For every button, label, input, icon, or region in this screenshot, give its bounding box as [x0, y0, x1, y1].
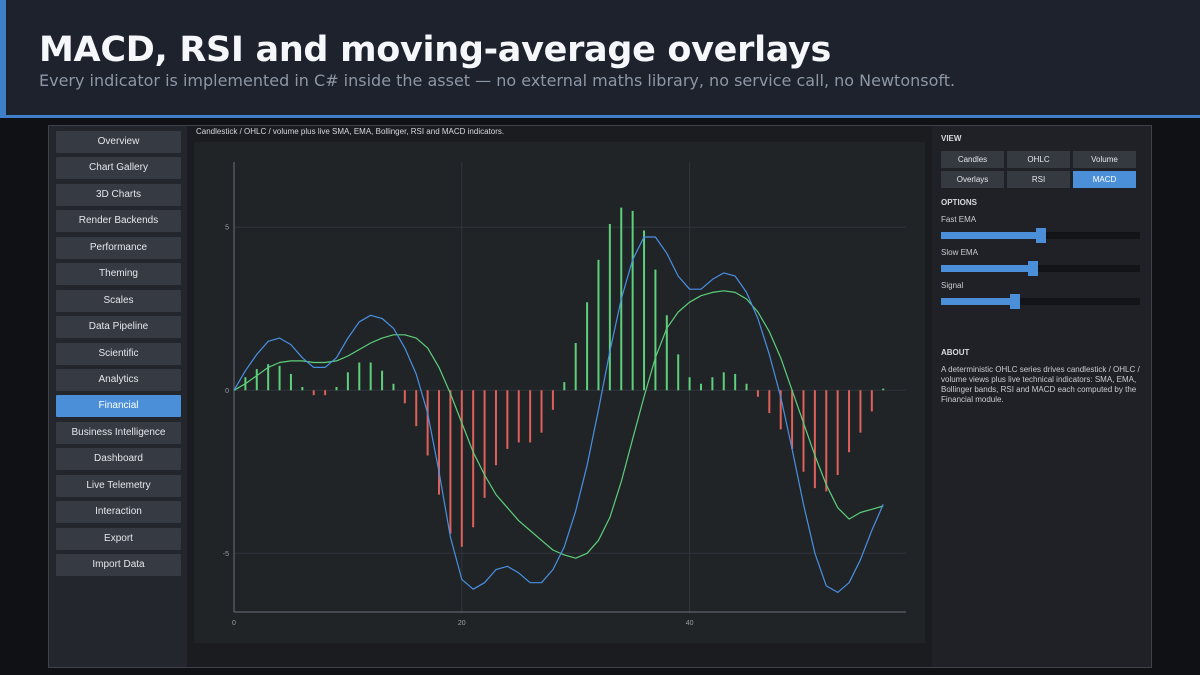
- view-candles-button[interactable]: Candles: [941, 151, 1004, 168]
- slide-subtitle: Every indicator is implemented in C# ins…: [39, 71, 956, 90]
- chart-area: Candlestick / OHLC / volume plus live SM…: [187, 126, 932, 667]
- sidebar-item-interaction[interactable]: Interaction: [56, 501, 181, 523]
- chart-caption: Candlestick / OHLC / volume plus live SM…: [196, 127, 505, 136]
- slow-ema-slider[interactable]: [941, 261, 1140, 276]
- view-ohlc-button[interactable]: OHLC: [1007, 151, 1070, 168]
- fast-ema-label: Fast EMA: [941, 215, 977, 224]
- sidebar-item-data-pipeline[interactable]: Data Pipeline: [56, 316, 181, 338]
- y-tick-label: 5: [225, 225, 229, 232]
- view-rsi-button[interactable]: RSI: [1007, 171, 1070, 188]
- view-macd-button[interactable]: MACD: [1073, 171, 1136, 188]
- signal-slider-fill: [941, 298, 1015, 305]
- slow-ema-slider-thumb[interactable]: [1028, 261, 1038, 276]
- sidebar-item-analytics[interactable]: Analytics: [56, 369, 181, 391]
- app-window: Overview Chart Gallery 3D Charts Render …: [48, 125, 1152, 668]
- signal-line: [233, 290, 884, 559]
- sidebar-item-dashboard[interactable]: Dashboard: [56, 448, 181, 470]
- fast-ema-slider[interactable]: [941, 228, 1140, 243]
- sidebar-item-scales[interactable]: Scales: [56, 290, 181, 312]
- slow-ema-label: Slow EMA: [941, 248, 978, 257]
- macd-chart[interactable]: 0 20 40 5 0 -5: [194, 142, 925, 643]
- sidebar-item-live-telemetry[interactable]: Live Telemetry: [56, 475, 181, 497]
- x-tick-label: 40: [686, 620, 694, 627]
- accent-bar: [0, 0, 6, 118]
- sidebar-item-export[interactable]: Export: [56, 528, 181, 550]
- sidebar-item-financial[interactable]: Financial: [56, 395, 181, 417]
- sidebar-item-chart-gallery[interactable]: Chart Gallery: [56, 157, 181, 179]
- y-tick-label: 0: [225, 388, 229, 395]
- sidebar-item-overview[interactable]: Overview: [56, 131, 181, 153]
- sidebar-item-scientific[interactable]: Scientific: [56, 343, 181, 365]
- view-overlays-button[interactable]: Overlays: [941, 171, 1004, 188]
- sidebar-item-render-backends[interactable]: Render Backends: [56, 210, 181, 232]
- chart-panel[interactable]: 0 20 40 5 0 -5: [194, 142, 925, 643]
- slide-header: MACD, RSI and moving-average overlays Ev…: [0, 0, 1200, 118]
- view-section-title: VIEW: [941, 134, 962, 143]
- signal-slider-thumb[interactable]: [1010, 294, 1020, 309]
- sidebar-item-3d-charts[interactable]: 3D Charts: [56, 184, 181, 206]
- x-tick-label: 0: [232, 620, 236, 627]
- signal-slider[interactable]: [941, 294, 1140, 309]
- fast-ema-slider-thumb[interactable]: [1036, 228, 1046, 243]
- slide-title: MACD, RSI and moving-average overlays: [39, 30, 832, 70]
- slow-ema-slider-fill: [941, 265, 1033, 272]
- right-panel: VIEW Candles OHLC Volume Overlays RSI MA…: [932, 126, 1151, 667]
- signal-label: Signal: [941, 281, 964, 290]
- sidebar-item-import-data[interactable]: Import Data: [56, 554, 181, 576]
- sidebar: Overview Chart Gallery 3D Charts Render …: [49, 126, 187, 667]
- sidebar-item-theming[interactable]: Theming: [56, 263, 181, 285]
- fast-ema-slider-fill: [941, 232, 1041, 239]
- about-text: A deterministic OHLC series drives candl…: [941, 365, 1140, 404]
- about-section-title: ABOUT: [941, 348, 970, 357]
- sidebar-item-business-intelligence[interactable]: Business Intelligence: [56, 422, 181, 444]
- options-section-title: OPTIONS: [941, 198, 978, 207]
- x-tick-label: 20: [458, 620, 466, 627]
- y-tick-label: -5: [223, 551, 229, 558]
- macd-line: [233, 236, 884, 593]
- sidebar-item-performance[interactable]: Performance: [56, 237, 181, 259]
- view-volume-button[interactable]: Volume: [1073, 151, 1136, 168]
